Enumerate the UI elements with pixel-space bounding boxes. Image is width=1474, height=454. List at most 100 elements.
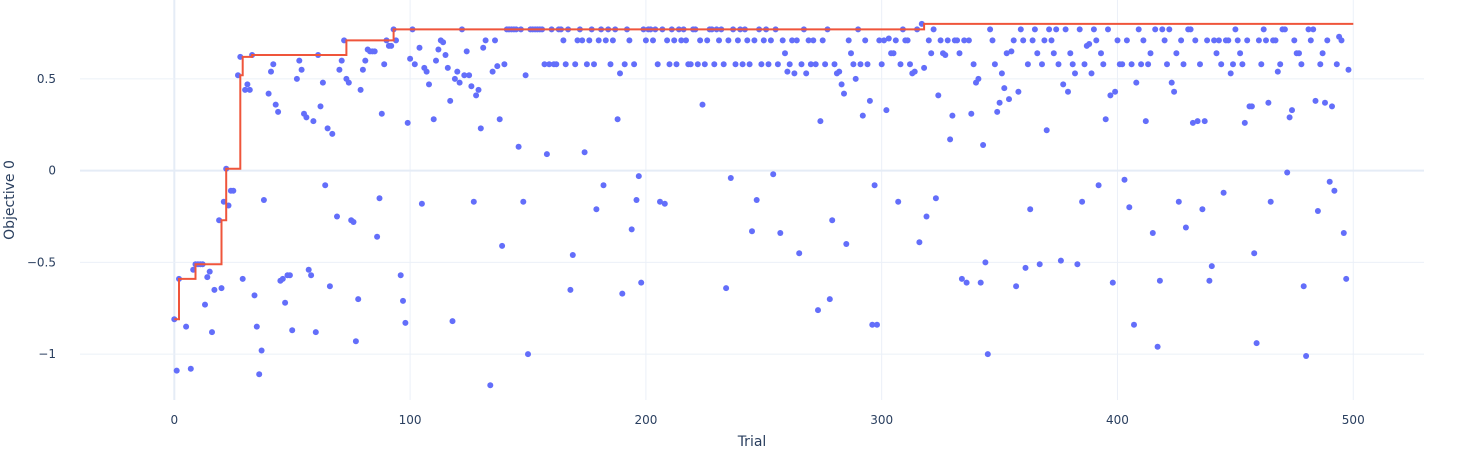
data-point[interactable] bbox=[319, 79, 326, 86]
data-point[interactable] bbox=[253, 323, 260, 330]
data-point[interactable] bbox=[447, 97, 454, 104]
data-point[interactable] bbox=[435, 46, 442, 53]
data-point[interactable] bbox=[666, 61, 673, 68]
data-point[interactable] bbox=[1215, 37, 1222, 44]
data-point[interactable] bbox=[463, 48, 470, 55]
data-point[interactable] bbox=[1194, 118, 1201, 125]
data-point[interactable] bbox=[1079, 198, 1086, 205]
data-point[interactable] bbox=[848, 50, 854, 57]
data-point[interactable] bbox=[619, 290, 626, 297]
data-point[interactable] bbox=[338, 57, 345, 64]
data-point[interactable] bbox=[1239, 61, 1246, 68]
data-point[interactable] bbox=[1251, 250, 1258, 257]
data-point[interactable] bbox=[1060, 81, 1067, 88]
data-point[interactable] bbox=[1204, 37, 1211, 44]
data-point[interactable] bbox=[937, 37, 944, 44]
data-point[interactable] bbox=[638, 279, 645, 286]
data-point[interactable] bbox=[732, 61, 739, 68]
data-point[interactable] bbox=[202, 301, 208, 308]
data-point[interactable] bbox=[895, 198, 902, 205]
data-point[interactable] bbox=[1098, 50, 1104, 57]
data-point[interactable] bbox=[402, 319, 409, 326]
data-point[interactable] bbox=[774, 61, 781, 68]
data-point[interactable] bbox=[1131, 321, 1137, 328]
data-point[interactable] bbox=[477, 125, 484, 132]
data-point[interactable] bbox=[751, 37, 758, 44]
data-point[interactable] bbox=[430, 116, 437, 123]
data-point[interactable] bbox=[451, 75, 458, 82]
data-point[interactable] bbox=[1088, 70, 1095, 77]
data-point[interactable] bbox=[968, 110, 975, 117]
data-point[interactable] bbox=[786, 61, 793, 68]
data-point[interactable] bbox=[1218, 61, 1225, 68]
data-point[interactable] bbox=[1081, 61, 1088, 68]
data-point[interactable] bbox=[994, 108, 1001, 115]
data-point[interactable] bbox=[567, 286, 574, 293]
data-point[interactable] bbox=[286, 272, 293, 279]
data-point[interactable] bbox=[697, 37, 704, 44]
data-point[interactable] bbox=[1277, 61, 1284, 68]
data-point[interactable] bbox=[1272, 37, 1279, 44]
data-point[interactable] bbox=[317, 103, 324, 110]
data-point[interactable] bbox=[1314, 208, 1321, 214]
data-point[interactable] bbox=[1015, 88, 1022, 95]
data-point[interactable] bbox=[1145, 61, 1152, 68]
data-point[interactable] bbox=[699, 101, 706, 108]
data-point[interactable] bbox=[1074, 261, 1081, 268]
data-point[interactable] bbox=[928, 50, 935, 57]
data-point[interactable] bbox=[683, 37, 689, 44]
data-point[interactable] bbox=[1055, 61, 1062, 68]
data-point[interactable] bbox=[817, 118, 824, 125]
data-point[interactable] bbox=[1237, 50, 1244, 57]
data-point[interactable] bbox=[850, 61, 857, 68]
data-point[interactable] bbox=[1274, 68, 1281, 75]
data-point[interactable] bbox=[1317, 61, 1324, 68]
data-point[interactable] bbox=[1067, 50, 1074, 57]
data-point[interactable] bbox=[1093, 37, 1100, 44]
data-point[interactable] bbox=[1241, 119, 1248, 126]
data-point[interactable] bbox=[1152, 26, 1159, 33]
data-point[interactable] bbox=[1234, 37, 1241, 44]
data-point[interactable] bbox=[499, 242, 506, 249]
data-point[interactable] bbox=[897, 61, 904, 68]
data-point[interactable] bbox=[904, 37, 911, 44]
data-point[interactable] bbox=[525, 351, 531, 358]
data-point[interactable] bbox=[324, 125, 331, 132]
data-point[interactable] bbox=[1201, 118, 1208, 125]
data-point[interactable] bbox=[661, 200, 668, 207]
data-point[interactable] bbox=[975, 75, 982, 82]
data-point[interactable] bbox=[381, 61, 388, 68]
data-point[interactable] bbox=[345, 79, 352, 86]
data-point[interactable] bbox=[1258, 61, 1265, 68]
data-point[interactable] bbox=[1128, 61, 1135, 68]
data-point[interactable] bbox=[334, 213, 340, 220]
data-point[interactable] bbox=[1090, 26, 1097, 33]
data-point[interactable] bbox=[687, 61, 694, 68]
data-point[interactable] bbox=[308, 272, 315, 279]
data-point[interactable] bbox=[433, 57, 439, 64]
data-point[interactable] bbox=[475, 86, 482, 93]
data-point[interactable] bbox=[586, 37, 593, 44]
data-point[interactable] bbox=[650, 37, 656, 44]
data-point[interactable] bbox=[626, 37, 633, 44]
data-point[interactable] bbox=[1180, 61, 1187, 68]
data-point[interactable] bbox=[1208, 263, 1215, 270]
data-point[interactable] bbox=[727, 175, 734, 181]
data-point[interactable] bbox=[958, 275, 965, 282]
data-point[interactable] bbox=[569, 252, 576, 258]
data-point[interactable] bbox=[312, 329, 319, 336]
data-point[interactable] bbox=[1248, 103, 1255, 110]
data-point[interactable] bbox=[1291, 37, 1298, 44]
data-point[interactable] bbox=[1135, 26, 1142, 33]
data-point[interactable] bbox=[1095, 182, 1102, 189]
data-point[interactable] bbox=[1173, 50, 1180, 57]
data-point[interactable] bbox=[1199, 206, 1206, 213]
data-point[interactable] bbox=[1048, 37, 1055, 44]
data-point[interactable] bbox=[473, 92, 480, 99]
data-point[interactable] bbox=[892, 37, 899, 44]
data-point[interactable] bbox=[258, 347, 265, 354]
data-point[interactable] bbox=[1121, 176, 1128, 183]
data-point[interactable] bbox=[841, 90, 847, 97]
data-point[interactable] bbox=[376, 195, 383, 202]
data-point[interactable] bbox=[461, 72, 468, 79]
